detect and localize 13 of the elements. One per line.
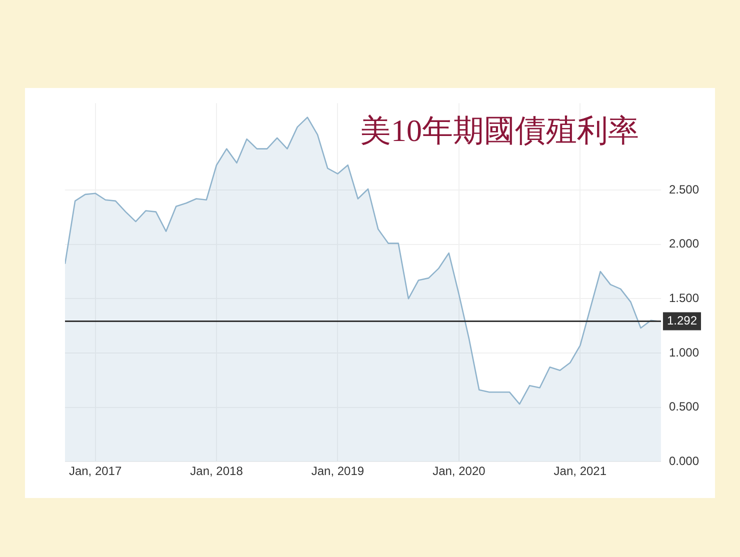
- x-tick-label: Jan, 2021: [554, 464, 607, 478]
- x-tick-label: Jan, 2020: [432, 464, 486, 478]
- y-tick-label: 1.500: [668, 291, 700, 306]
- ref-line-label: 1.292: [666, 314, 698, 328]
- y-tick-label: 0.500: [668, 400, 700, 414]
- y-tick-label: 0.000: [668, 454, 700, 468]
- y-tick-label: 2.000: [668, 236, 700, 251]
- x-tick-label: Jan, 2019: [311, 464, 364, 478]
- y-tick-label: 2.500: [668, 182, 700, 196]
- x-tick-label: Jan, 2018: [190, 464, 244, 478]
- x-tick-label: Jan, 2017: [68, 464, 122, 478]
- y-tick-label: 1.000: [668, 345, 700, 360]
- chart-title: 美10年期國債殖利率: [360, 112, 639, 150]
